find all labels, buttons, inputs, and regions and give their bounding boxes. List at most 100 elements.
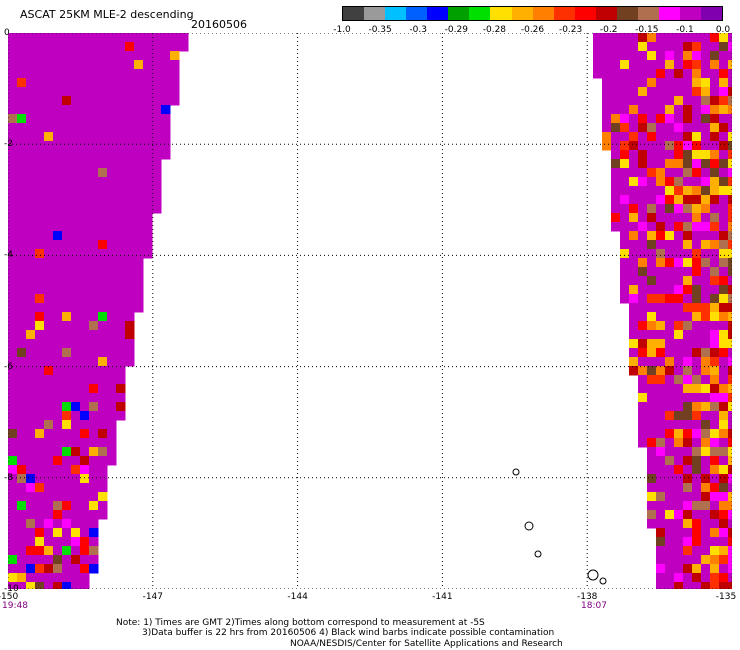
swath-cell	[89, 249, 99, 259]
swath-cell	[8, 303, 18, 313]
swath-cell	[665, 456, 675, 466]
swath-cell	[98, 204, 108, 214]
swath-cell	[71, 402, 81, 412]
swath-cell	[638, 186, 648, 196]
swath-cell	[692, 582, 702, 589]
swath-cell	[701, 213, 711, 223]
swath-cell	[17, 69, 27, 79]
swath-cell	[692, 114, 702, 124]
swath-cell	[629, 366, 639, 376]
swath-cell	[656, 366, 666, 376]
swath-cell	[143, 132, 153, 142]
swath-cell	[26, 420, 36, 430]
swath-cell	[638, 51, 648, 61]
swath-cell	[656, 465, 666, 475]
swath-cell	[719, 114, 729, 124]
swath-cell	[8, 510, 18, 520]
swath-cell	[665, 222, 675, 232]
swath-cell	[98, 330, 108, 340]
swath-cell	[692, 303, 702, 313]
swath-cell	[161, 123, 171, 133]
swath-cell	[8, 555, 18, 565]
swath-cell	[26, 465, 36, 475]
swath-cell	[665, 312, 675, 322]
swath-cell	[719, 555, 729, 565]
swath-cell	[116, 105, 126, 115]
swath-cell	[620, 240, 630, 250]
swath-cell	[602, 69, 612, 79]
swath-cell	[719, 483, 729, 493]
swath-cell	[665, 42, 675, 52]
swath-cell	[35, 186, 45, 196]
swath-cell	[728, 429, 732, 439]
swath-cell	[674, 429, 684, 439]
swath-cell	[656, 114, 666, 124]
swath-cell	[647, 159, 657, 169]
swath-cell	[71, 177, 81, 187]
swath-cell	[116, 258, 126, 268]
swath-cell	[107, 69, 117, 79]
swath-cell	[701, 474, 711, 484]
swath-cell	[26, 69, 36, 79]
swath-cell	[107, 402, 117, 412]
swath-cell	[71, 420, 81, 430]
swath-cell	[647, 141, 657, 151]
swath-cell	[728, 114, 732, 124]
colorbar-swatch	[385, 7, 407, 20]
swath-cell	[593, 51, 603, 61]
swath-cell	[98, 123, 108, 133]
swath-cell	[683, 258, 693, 268]
swath-cell	[710, 276, 720, 286]
swath-cell	[26, 330, 36, 340]
swath-cell	[62, 366, 72, 376]
swath-cell	[35, 555, 45, 565]
swath-cell	[53, 393, 63, 403]
swath-cell	[8, 582, 18, 589]
swath-cell	[728, 321, 732, 331]
swath-cell	[116, 33, 126, 43]
colorbar-swatch	[658, 7, 680, 20]
swath-cell	[602, 60, 612, 70]
swath-cell	[8, 429, 18, 439]
swath-cell	[728, 564, 732, 574]
swath-cell	[44, 492, 54, 502]
swath-cell	[170, 96, 180, 106]
swath-cell	[674, 51, 684, 61]
swath-cell	[656, 96, 666, 106]
swath-cell	[26, 42, 36, 52]
swath-cell	[170, 87, 180, 97]
colorbar-tick-label: -0.35	[368, 25, 392, 35]
colorbar-swatch	[511, 7, 533, 20]
colorbar-swatch	[532, 7, 554, 20]
swath-cell	[674, 204, 684, 214]
swath-cell	[8, 267, 18, 277]
swath-cell	[692, 105, 702, 115]
swath-cell	[710, 501, 720, 511]
colorbar-tick-label: -0.15	[635, 25, 659, 35]
swath-cell	[71, 249, 81, 259]
swath-cell	[53, 420, 63, 430]
swath-cell	[647, 132, 657, 142]
swath-cell	[98, 222, 108, 232]
swath-cell	[134, 276, 144, 286]
swath-cell	[62, 357, 72, 367]
swath-cell	[638, 339, 648, 349]
swath-cell	[53, 249, 63, 259]
swath-cell	[98, 357, 108, 367]
swath-cell	[701, 258, 711, 268]
swath-cell	[44, 429, 54, 439]
swath-cell	[62, 420, 72, 430]
swath-cell	[656, 456, 666, 466]
swath-cell	[53, 582, 63, 589]
swath-cell	[80, 357, 90, 367]
swath-cell	[134, 267, 144, 277]
swath-cell	[62, 285, 72, 295]
swath-cell	[116, 177, 126, 187]
swath-cell	[80, 465, 90, 475]
swath-cell	[80, 393, 90, 403]
swath-cell	[602, 105, 612, 115]
swath-cell	[602, 96, 612, 106]
swath-cell	[683, 420, 693, 430]
swath-cell	[656, 42, 666, 52]
swath-cell	[116, 141, 126, 151]
